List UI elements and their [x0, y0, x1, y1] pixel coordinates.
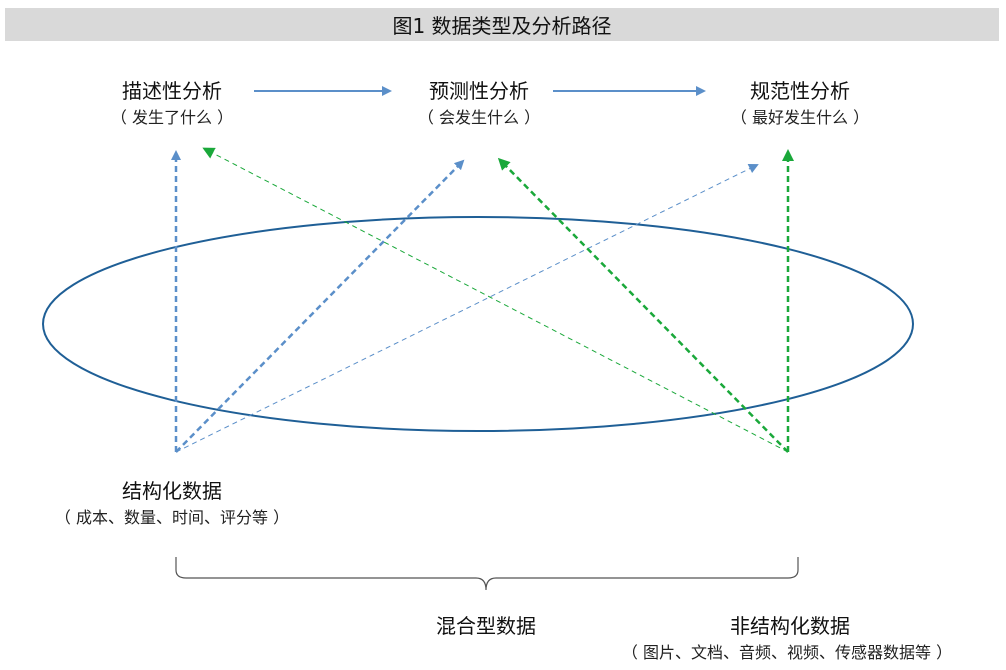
- descriptive-sub: （ 发生了什么 ）: [111, 108, 233, 127]
- mixed-data-ellipse: [42, 216, 914, 432]
- unstructured-sub: （ 图片、文档、音频、视频、传感器数据等 ）: [622, 643, 952, 662]
- arrow-unstructured-to-predictive: [497, 157, 789, 453]
- mixed-label: 混合型数据: [436, 614, 536, 638]
- predictive-label: 预测性分析: [429, 79, 529, 103]
- structured-label: 结构化数据: [122, 479, 222, 503]
- arrow-structured-to-prescriptive: [175, 164, 759, 453]
- mixed-data-brace: [175, 557, 799, 591]
- prescriptive-sub: （ 最好发生什么 ）: [731, 108, 869, 127]
- figure-title: 图1 数据类型及分析路径: [5, 8, 999, 41]
- arrow-structured-to-predictive: [175, 159, 465, 453]
- arrow-unstructured-to-descriptive: [202, 147, 789, 453]
- descriptive-label: 描述性分析: [122, 79, 222, 103]
- unstructured-label: 非结构化数据: [730, 614, 850, 638]
- predictive-sub: （ 会发生什么 ）: [418, 108, 540, 127]
- prescriptive-label: 规范性分析: [750, 79, 850, 103]
- structured-sub: （ 成本、数量、时间、评分等 ）: [55, 508, 289, 527]
